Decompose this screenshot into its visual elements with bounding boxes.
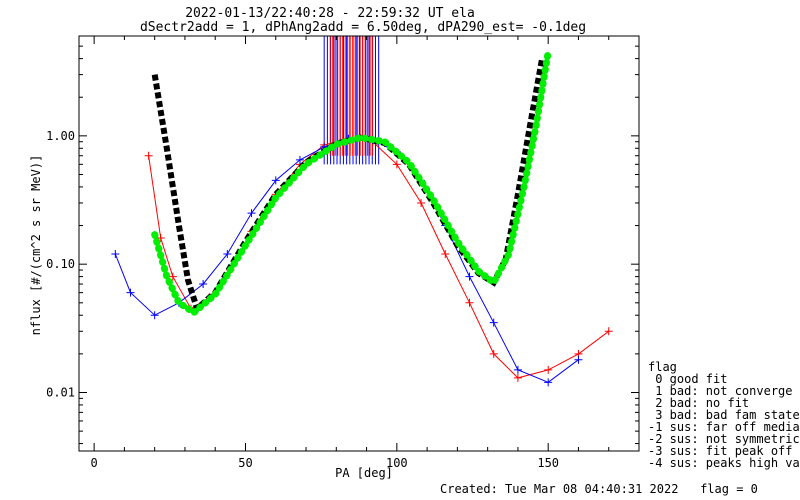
legend-entry: 2 bad: no fit <box>648 396 749 410</box>
data-point <box>150 311 159 320</box>
data-point <box>223 250 232 259</box>
series-line <box>114 138 579 383</box>
legend-entry: -1 sus: far off median <box>648 420 800 434</box>
x-tick-label: 150 <box>537 456 559 470</box>
data-point <box>199 280 208 289</box>
fit-curve <box>151 48 552 317</box>
legend-entry: 1 bad: not converge <box>648 384 793 398</box>
data-point <box>392 160 401 169</box>
data-point <box>513 365 522 374</box>
plot-frame <box>78 35 640 452</box>
data-point <box>544 378 553 387</box>
x-tick-label: 100 <box>386 456 408 470</box>
legend-entry: -3 sus: fit peak off 90 <box>648 444 800 458</box>
data-point <box>465 272 474 281</box>
data-point <box>168 272 177 281</box>
y-tick-label: 0.01 <box>46 385 75 399</box>
data-point <box>111 250 120 259</box>
data-point <box>465 298 474 307</box>
data-point <box>441 250 450 259</box>
y-tick-label: 0.10 <box>46 257 75 271</box>
data-point <box>144 151 153 160</box>
series-line <box>148 138 609 379</box>
legend-entry: 0 good fit <box>648 372 727 386</box>
legend: flag 0 good fit 1 bad: not converge 2 ba… <box>648 360 800 470</box>
fit-curve <box>151 58 546 315</box>
data-point <box>156 233 165 242</box>
axes-layer: 0 50 100 150 0.01 0.10 1.00 <box>46 35 639 470</box>
chart-subtitle: dSectr2add = 1, dPhAng2add = 6.50deg, dP… <box>140 20 586 35</box>
x-tick-label: 50 <box>238 456 252 470</box>
x-axis-label: PA [deg] <box>335 466 393 480</box>
data-point <box>489 318 498 327</box>
data-point <box>513 373 522 382</box>
data-point <box>247 209 256 218</box>
data-point <box>417 198 426 207</box>
legend-entry: -2 sus: not symmetric <box>648 432 800 446</box>
data-point <box>126 288 135 297</box>
data-point <box>489 349 498 358</box>
legend-title: flag <box>648 360 677 374</box>
legend-entry: 3 bad: bad fam state <box>648 408 800 422</box>
data-layer <box>111 36 613 387</box>
x-tick-label: 0 <box>91 456 98 470</box>
chart-title: 2022-01-13/22:40:28 - 22:59:32 UT ela <box>185 6 475 21</box>
y-axis-label: nflux [#/(cm^2 s sr MeV)] <box>29 155 43 336</box>
y-tick-label: 1.00 <box>46 129 75 143</box>
data-point <box>295 155 304 164</box>
data-point <box>574 355 583 364</box>
footer-created: Created: Tue Mar 08 04:40:31 2022 flag =… <box>440 482 758 496</box>
data-point <box>544 365 553 374</box>
data-point <box>604 327 613 336</box>
legend-entry: -4 sus: peaks high var <box>648 456 800 470</box>
data-point <box>271 176 280 185</box>
